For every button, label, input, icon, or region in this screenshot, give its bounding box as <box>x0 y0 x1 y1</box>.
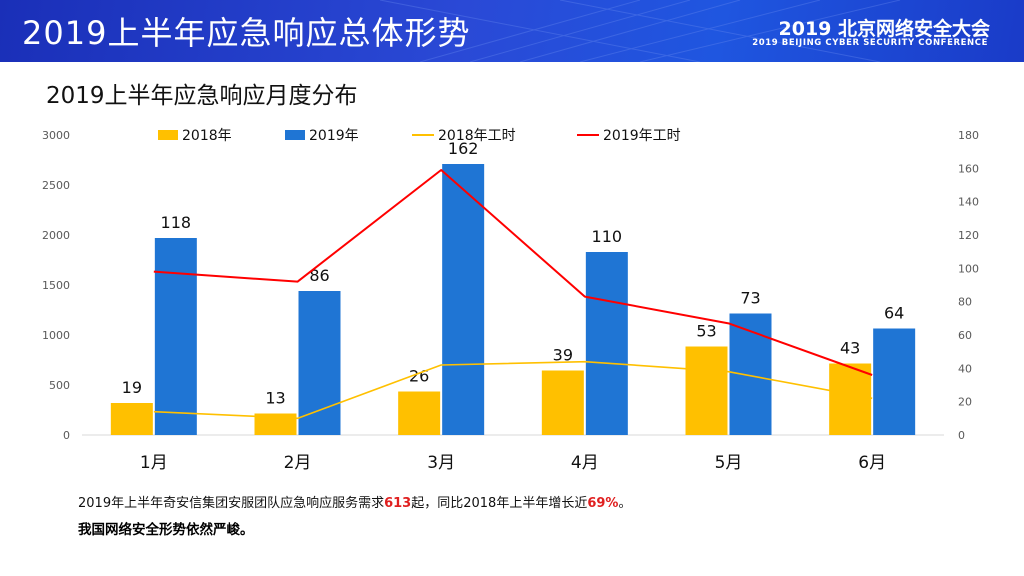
bar-data-label: 86 <box>309 266 329 285</box>
y-right-tick-label: 100 <box>958 262 979 275</box>
chart-title: 2019上半年应急响应月度分布 <box>46 83 358 109</box>
bar-data-label: 118 <box>161 213 192 232</box>
legend-swatch <box>158 130 178 140</box>
summary-text-pre: 2019年上半年奇安信集团安服团队应急响应服务需求 <box>78 496 385 511</box>
x-tick-label: 1月 <box>140 453 168 473</box>
y-right-tick-label: 60 <box>958 329 972 342</box>
bar-2018年 <box>829 363 872 435</box>
y-left-tick-label: 1500 <box>42 279 70 292</box>
bar-data-label: 43 <box>840 339 860 358</box>
bar-data-label: 64 <box>884 304 904 323</box>
y-right-tick-label: 20 <box>958 396 972 409</box>
legend-label: 2019年 <box>309 128 359 144</box>
bar-2018年 <box>254 413 297 435</box>
page-title: 2019上半年应急响应总体形势 <box>22 14 471 52</box>
bar-2018年 <box>398 391 441 435</box>
bar-data-label: 13 <box>265 389 285 408</box>
conclusion-line: 我国网络安全形势依然严峻。 <box>78 522 254 538</box>
y-right-tick-label: 80 <box>958 296 972 309</box>
bar-2019年 <box>154 238 197 435</box>
x-tick-label: 5月 <box>715 453 743 473</box>
y-left-tick-label: 3000 <box>42 129 70 142</box>
x-tick-label: 4月 <box>571 453 599 473</box>
bar-data-label: 110 <box>592 227 623 246</box>
line-2019年工时 <box>153 169 873 376</box>
summary-line: 2019年上半年奇安信集团安服团队应急响应服务需求613起，同比2018年上半年… <box>78 492 631 511</box>
y-left-tick-label: 0 <box>63 429 70 442</box>
bar-2019年 <box>585 252 628 435</box>
summary-text-mid: 起，同比2018年上半年增长近 <box>411 496 588 511</box>
legend-label: 2018年工时 <box>438 128 516 144</box>
bar-data-label: 39 <box>553 346 573 365</box>
y-right-tick-label: 40 <box>958 362 972 375</box>
line-2018年工时 <box>153 360 873 420</box>
banner-decoration <box>379 0 901 62</box>
bar-data-label: 162 <box>448 139 479 158</box>
x-tick-label: 6月 <box>858 453 886 473</box>
bar-2019年 <box>729 313 772 435</box>
y-left-tick-label: 500 <box>49 379 70 392</box>
conference-subtitle: 2019 BEIJING CYBER SECURITY CONFERENCE <box>752 38 988 48</box>
bar-data-label: 19 <box>122 378 142 397</box>
y-right-tick-label: 180 <box>958 129 979 142</box>
summary-text-end: 。 <box>618 496 632 511</box>
x-tick-label: 2月 <box>284 453 312 473</box>
legend-label: 2019年工时 <box>603 128 681 144</box>
y-right-tick-label: 160 <box>958 162 979 175</box>
conference-title: 2019 北京网络安全大会 <box>778 18 991 40</box>
y-left-tick-label: 2000 <box>42 229 70 242</box>
y-right-tick-label: 140 <box>958 196 979 209</box>
y-right-tick-label: 120 <box>958 229 979 242</box>
y-left-tick-label: 2500 <box>42 179 70 192</box>
header-banner: 2019上半年应急响应总体形势 2019 北京网络安全大会 2019 BEIJI… <box>0 0 1024 62</box>
bar-2019年 <box>873 328 916 435</box>
bar-data-label: 53 <box>696 322 716 341</box>
bar-data-label: 73 <box>740 289 760 308</box>
x-tick-label: 3月 <box>427 453 455 473</box>
bar-2019年 <box>298 291 341 435</box>
legend-swatch <box>285 130 305 140</box>
total-count: 613 <box>384 496 412 511</box>
legend-label: 2018年 <box>182 128 232 144</box>
bar-2018年 <box>685 346 728 435</box>
y-right-tick-label: 0 <box>958 429 965 442</box>
bar-2018年 <box>110 403 153 435</box>
bar-2019年 <box>442 164 485 435</box>
bar-2018年 <box>541 370 584 435</box>
growth-percent: 69% <box>587 496 619 511</box>
y-left-tick-label: 1000 <box>42 329 70 342</box>
